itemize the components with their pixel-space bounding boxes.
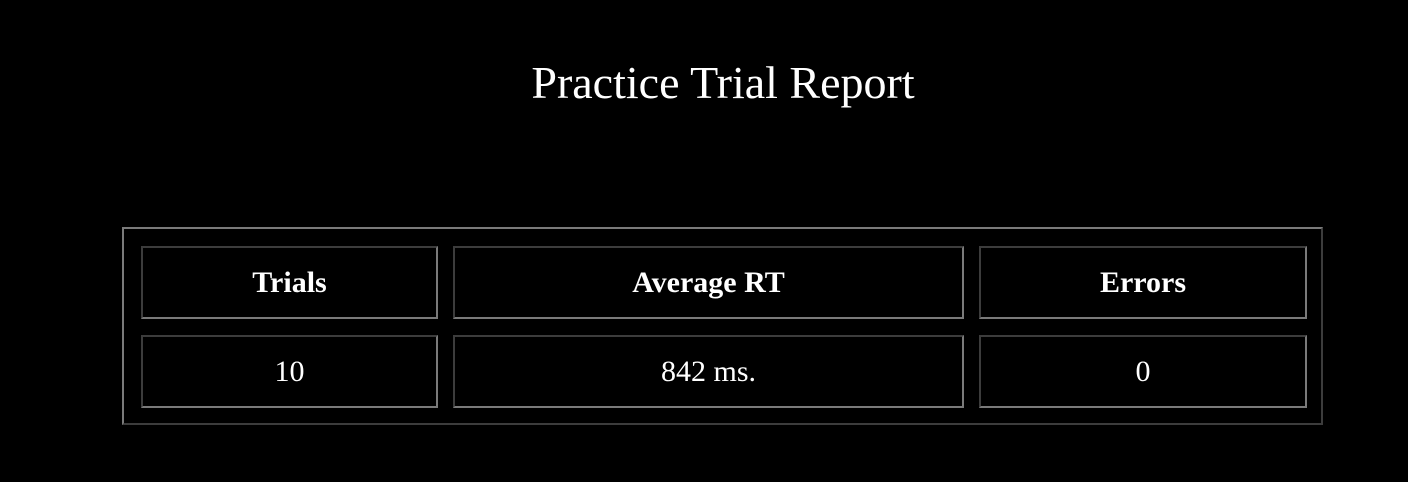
- header-trials: Trials: [141, 246, 438, 319]
- value-trials: 10: [141, 335, 438, 408]
- page-title: Practice Trial Report: [531, 57, 915, 108]
- report-table: Trials Average RT Errors 10 842 ms. 0: [122, 227, 1323, 425]
- header-average-rt: Average RT: [453, 246, 964, 319]
- value-average-rt: 842 ms.: [453, 335, 964, 408]
- header-errors: Errors: [979, 246, 1307, 319]
- value-errors: 0: [979, 335, 1307, 408]
